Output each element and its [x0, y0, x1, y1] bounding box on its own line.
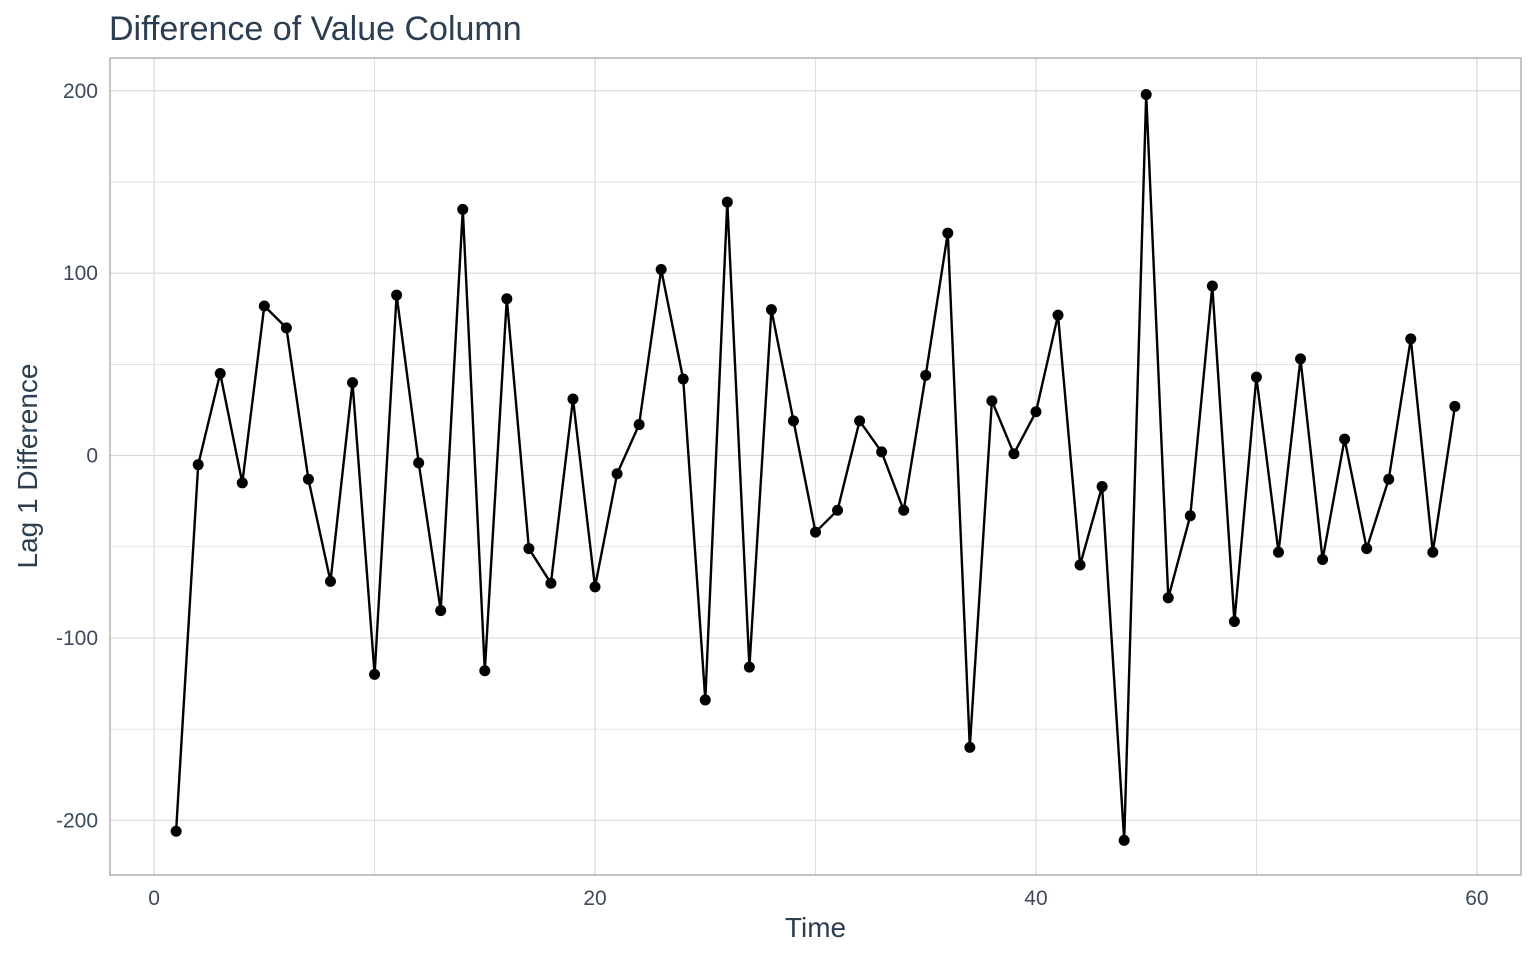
data-point — [920, 369, 932, 381]
data-point — [854, 415, 866, 427]
data-point — [1096, 481, 1108, 493]
data-point — [1295, 353, 1307, 365]
data-point — [1339, 433, 1351, 445]
data-point — [1206, 280, 1218, 292]
data-point — [765, 304, 777, 316]
data-point — [545, 577, 557, 589]
chart-title: Difference of Value Column — [109, 10, 522, 48]
data-point — [1250, 371, 1262, 383]
data-point — [457, 203, 469, 215]
data-point — [413, 457, 425, 469]
data-point — [324, 575, 336, 587]
data-point — [280, 322, 292, 334]
x-tick-label: 40 — [1024, 887, 1047, 910]
y-axis-title: Lag 1 Difference — [12, 363, 43, 569]
data-point — [302, 473, 314, 485]
data-point — [1383, 473, 1395, 485]
data-point — [1449, 400, 1461, 412]
data-point — [721, 196, 733, 208]
data-point — [1030, 406, 1042, 418]
data-point — [589, 581, 601, 593]
data-point — [1052, 309, 1064, 321]
data-point — [611, 468, 623, 480]
y-tick-label: 100 — [63, 262, 98, 285]
grid — [110, 58, 1521, 875]
data-point — [1228, 616, 1240, 628]
data-point — [1317, 554, 1329, 566]
y-tick-label: 200 — [63, 80, 98, 103]
data-point — [832, 504, 844, 516]
data-point — [964, 741, 976, 753]
data-point — [1184, 510, 1196, 522]
x-tick-label: 20 — [583, 887, 606, 910]
data-point — [391, 289, 403, 301]
data-point — [898, 504, 910, 516]
data-point — [1272, 546, 1284, 558]
data-point — [1118, 834, 1130, 846]
data-point — [633, 419, 645, 431]
x-tick-label: 0 — [148, 887, 160, 910]
data-point — [479, 665, 491, 677]
data-point — [567, 393, 579, 405]
y-tick-label: -200 — [56, 809, 98, 832]
data-point — [787, 415, 799, 427]
data-point — [1427, 546, 1439, 558]
data-point — [1074, 559, 1086, 571]
data-point — [170, 825, 182, 837]
panel-border — [109, 57, 1522, 876]
x-axis-title: Time — [784, 912, 847, 943]
data-point — [369, 668, 381, 680]
data-point — [347, 377, 359, 389]
data-point — [501, 293, 513, 305]
data-point — [810, 526, 821, 538]
data-point — [214, 367, 226, 379]
data-point — [192, 459, 204, 471]
data-point — [743, 661, 755, 673]
data-point — [986, 395, 998, 407]
data-point — [435, 605, 447, 617]
data-point — [1361, 543, 1373, 555]
data-point — [523, 543, 535, 555]
data-point — [1140, 88, 1152, 100]
data-point — [236, 477, 248, 489]
x-tick-label: 60 — [1465, 887, 1488, 910]
data-point — [655, 264, 667, 276]
data-point — [1405, 333, 1417, 345]
data-point — [258, 300, 270, 312]
data-point — [1008, 448, 1020, 460]
data-point — [699, 694, 711, 706]
data-point — [1162, 592, 1174, 604]
series — [170, 88, 1461, 846]
y-tick-label: 0 — [86, 445, 98, 468]
y-tick-label: -100 — [56, 627, 98, 650]
data-point — [876, 446, 888, 458]
data-point — [677, 373, 689, 385]
tick-labels: -200 -100 0 100 200 0 20 40 60 — [56, 80, 1489, 910]
data-point — [942, 227, 954, 239]
